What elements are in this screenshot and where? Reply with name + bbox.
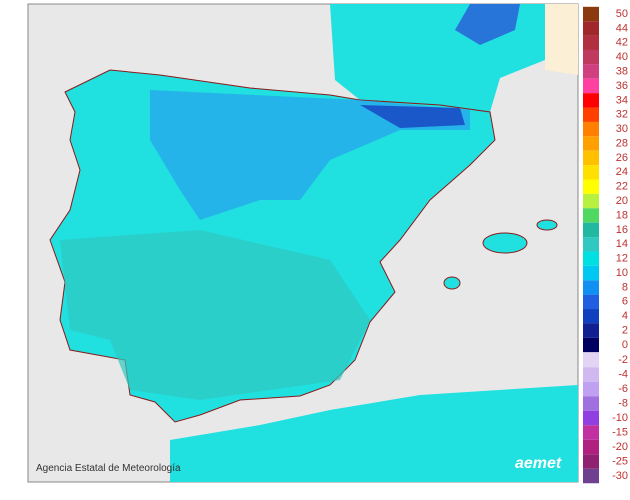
legend-label: 16 (616, 224, 628, 236)
legend-swatch (583, 165, 599, 180)
legend-label: 8 (622, 281, 628, 293)
logo: aemet (515, 455, 562, 472)
legend-swatch (583, 78, 599, 94)
legend-swatch (583, 208, 599, 223)
legend-label: 2 (622, 325, 628, 337)
menorca (536, 219, 558, 231)
legend-label: 40 (616, 51, 628, 63)
legend-swatch (583, 64, 599, 79)
legend-label: -25 (612, 455, 628, 467)
legend-swatch (583, 294, 599, 310)
legend-label: -4 (618, 368, 628, 380)
africa-region (170, 385, 578, 482)
legend-label: -15 (612, 426, 628, 438)
legend-label: 22 (616, 181, 628, 193)
legend-swatch (583, 468, 599, 484)
legend-swatch (583, 251, 599, 266)
legend: 5044424038363432302826242220181614121086… (583, 6, 628, 484)
legend-swatch (583, 265, 599, 281)
legend-swatch (583, 21, 599, 36)
legend-swatch (583, 323, 599, 338)
legend-swatch (583, 179, 599, 194)
legend-label: 34 (616, 94, 628, 106)
legend-swatch (583, 93, 599, 108)
legend-swatch (583, 237, 599, 252)
legend-label: 42 (616, 37, 628, 49)
legend-label: 24 (616, 166, 628, 178)
legend-label: 6 (622, 296, 628, 308)
legend-swatch (583, 439, 599, 455)
legend-label: 14 (616, 238, 628, 250)
legend-swatch (583, 35, 599, 50)
legend-swatch (583, 410, 599, 426)
legend-swatch (583, 454, 599, 469)
legend-swatch (583, 49, 599, 65)
legend-label: 30 (616, 123, 628, 135)
legend-label: -2 (618, 354, 628, 366)
legend-label: 10 (616, 267, 628, 279)
pyrenees (360, 105, 465, 128)
legend-label: 32 (616, 109, 628, 121)
warm-area (60, 230, 370, 400)
legend-label: 12 (616, 253, 628, 265)
legend-label: 38 (616, 65, 628, 77)
legend-swatch (583, 280, 599, 295)
legend-label: 18 (616, 209, 628, 221)
legend-label: -30 (612, 470, 628, 482)
legend-label: 36 (616, 80, 628, 92)
legend-label: 44 (616, 22, 628, 34)
legend-swatch (583, 193, 599, 209)
legend-swatch (583, 222, 599, 238)
legend-label: -6 (618, 383, 628, 395)
legend-label: -20 (612, 441, 628, 453)
legend-swatch (583, 396, 599, 411)
legend-label: 0 (622, 339, 628, 351)
outside-area (545, 4, 578, 75)
legend-swatch (583, 121, 599, 137)
legend-swatch (583, 309, 599, 324)
credit: Agencia Estatal de Meteorología (36, 463, 181, 474)
cold-area (455, 4, 520, 45)
legend-swatch (583, 136, 599, 151)
legend-label: 50 (616, 8, 628, 20)
legend-label: -8 (618, 397, 628, 409)
ibiza (443, 276, 461, 290)
legend-swatch (583, 425, 599, 440)
mallorca (482, 232, 528, 254)
legend-swatch (583, 6, 599, 22)
legend-label: 4 (622, 310, 628, 322)
legend-label: 26 (616, 152, 628, 164)
legend-label: 28 (616, 137, 628, 149)
legend-swatch (583, 337, 599, 353)
cool-area (150, 90, 470, 220)
legend-swatch (583, 107, 599, 122)
legend-label: 20 (616, 195, 628, 207)
legend-swatch (583, 367, 599, 382)
legend-swatch (583, 352, 599, 368)
legend-label: -10 (612, 412, 628, 424)
legend-swatch (583, 150, 599, 166)
legend-swatch (583, 381, 599, 397)
